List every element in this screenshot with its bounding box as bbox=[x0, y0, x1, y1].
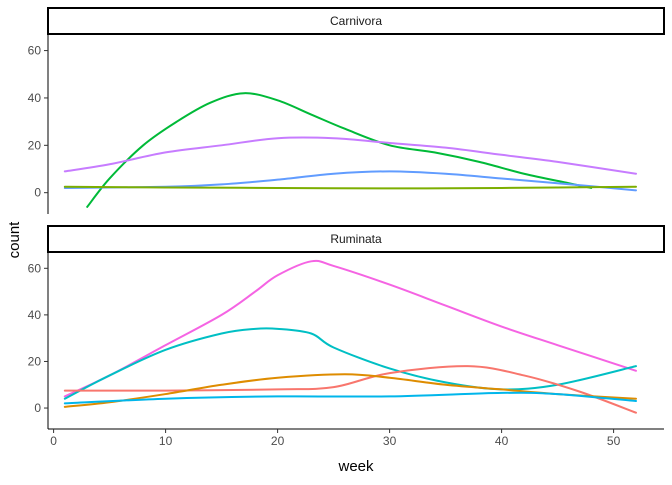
series-line-1 bbox=[63, 136, 637, 175]
y-tick-label: 60 bbox=[28, 44, 42, 58]
series-line-2 bbox=[63, 365, 637, 414]
series-group bbox=[63, 259, 637, 414]
series-line-1 bbox=[63, 327, 637, 400]
facet-panel-0: Carnivora 0 20 40 60 bbox=[28, 7, 665, 214]
x-tick-label: 50 bbox=[607, 434, 621, 448]
x-axis-title: week bbox=[337, 458, 374, 475]
series-line-4 bbox=[63, 391, 637, 405]
facet-strip bbox=[47, 225, 665, 253]
y-tick-label: 0 bbox=[34, 186, 41, 200]
facet-strip-label: Ruminata bbox=[330, 232, 382, 246]
x-tick-label: 0 bbox=[50, 434, 57, 448]
x-tick-label: 40 bbox=[495, 434, 509, 448]
series-line-2 bbox=[63, 170, 637, 192]
x-tick-label: 20 bbox=[271, 434, 285, 448]
series-line-0 bbox=[86, 92, 593, 208]
y-tick-label: 20 bbox=[28, 354, 42, 368]
series-line-0 bbox=[63, 259, 637, 398]
x-tick-label: 10 bbox=[159, 434, 173, 448]
y-tick-label: 40 bbox=[28, 308, 42, 322]
y-tick-label: 0 bbox=[34, 401, 41, 415]
facet-strip-label: Carnivora bbox=[330, 14, 382, 28]
facet-panel-1: Ruminata 0 20 40 60 0 10 20 30 40 50 bbox=[28, 225, 665, 448]
y-tick-label: 20 bbox=[28, 138, 42, 152]
y-tick-label: 60 bbox=[28, 261, 42, 275]
y-tick-label: 40 bbox=[28, 91, 42, 105]
y-axis-title: count bbox=[6, 221, 23, 259]
facet-strip bbox=[47, 7, 665, 35]
facet-panels: Carnivora 0 20 40 60 Ruminata 0 20 40 60 0 10 20 30 40… bbox=[28, 7, 665, 448]
series-group bbox=[63, 92, 637, 208]
series-line-3 bbox=[63, 185, 637, 190]
x-tick-label: 30 bbox=[383, 434, 397, 448]
series-line-3 bbox=[63, 373, 637, 408]
